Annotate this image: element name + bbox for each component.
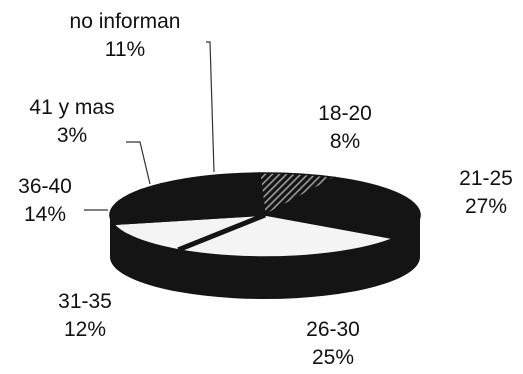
slice-name-31-35: 31-35: [58, 290, 112, 313]
slice-percent-no-informan: 11%: [104, 38, 146, 61]
slice-label-21-25: 21-25 27%: [446, 165, 523, 221]
slice-percent-26-30: 25%: [311, 346, 355, 369]
slice-percent-41-y-mas: 3%: [56, 124, 88, 147]
slice-name-no-informan: no informan: [69, 10, 181, 33]
slice-name-26-30: 26-30: [306, 318, 360, 341]
slice-label-18-20: 18-20 8%: [300, 100, 390, 156]
slice-label-26-30: 26-30 25%: [288, 316, 378, 372]
slice-separator: [177, 212, 266, 253]
pie-slice-no-informan: [159, 172, 266, 217]
pie-slice-31-35: [112, 214, 266, 251]
leader-no-informan: [206, 41, 215, 173]
slice-label-41-y-mas: 41 y mas 3%: [12, 94, 132, 150]
leader-41-y-mas: [126, 141, 151, 185]
pie-slice-36-40: [109, 188, 266, 226]
pie-slice-21-25: [262, 176, 421, 240]
slice-percent-36-40: 14%: [23, 203, 67, 226]
slice-percent-31-35: 12%: [63, 318, 107, 341]
slice-label-31-35: 31-35 12%: [40, 288, 130, 344]
slice-percent-21-25: 27%: [464, 195, 508, 218]
slice-label-no-informan: no informan 11%: [50, 8, 200, 64]
slice-name-41-y-mas: 41 y mas: [29, 96, 115, 119]
pie-slice-26-30: [175, 214, 397, 258]
slice-name-36-40: 36-40: [18, 175, 72, 198]
slice-label-36-40: 36-40 14%: [5, 173, 85, 229]
slice-percent-18-20: 8%: [329, 130, 361, 153]
slice-name-21-25: 21-25: [459, 167, 513, 190]
slice-name-18-20: 18-20: [318, 102, 372, 125]
